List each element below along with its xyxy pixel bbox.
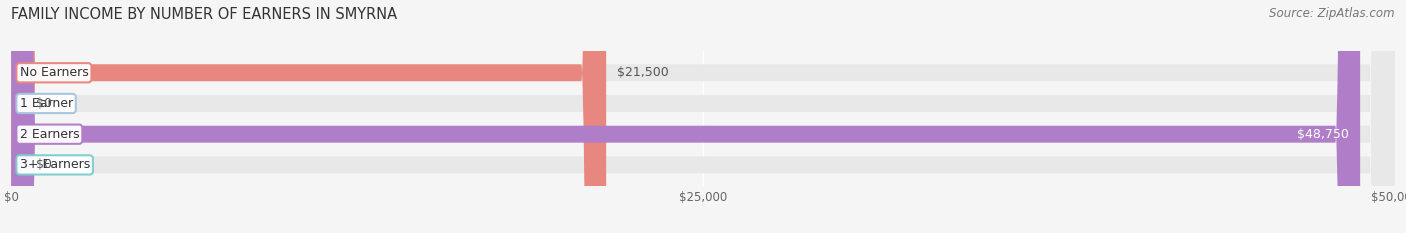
Text: $0: $0 — [37, 97, 52, 110]
FancyBboxPatch shape — [11, 0, 1395, 233]
Text: 2 Earners: 2 Earners — [20, 128, 79, 141]
Text: Source: ZipAtlas.com: Source: ZipAtlas.com — [1270, 7, 1395, 20]
FancyBboxPatch shape — [11, 0, 1360, 233]
FancyBboxPatch shape — [11, 0, 1395, 233]
FancyBboxPatch shape — [11, 0, 1395, 233]
FancyBboxPatch shape — [11, 0, 606, 233]
Text: $48,750: $48,750 — [1298, 128, 1350, 141]
Text: FAMILY INCOME BY NUMBER OF EARNERS IN SMYRNA: FAMILY INCOME BY NUMBER OF EARNERS IN SM… — [11, 7, 398, 22]
Text: 1 Earner: 1 Earner — [20, 97, 73, 110]
Text: No Earners: No Earners — [20, 66, 89, 79]
FancyBboxPatch shape — [11, 0, 1395, 233]
Text: $21,500: $21,500 — [617, 66, 669, 79]
Text: 3+ Earners: 3+ Earners — [20, 158, 90, 171]
Text: $0: $0 — [37, 158, 52, 171]
